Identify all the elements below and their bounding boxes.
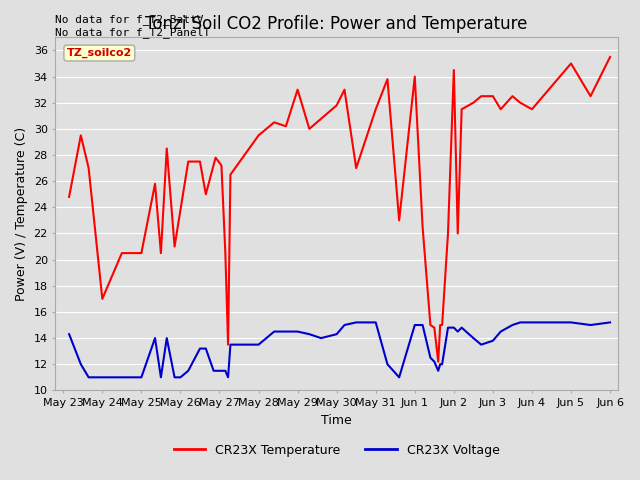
- Legend: CR23X Temperature, CR23X Voltage: CR23X Temperature, CR23X Voltage: [169, 439, 504, 462]
- Text: No data for f_T2_BattV
No data for f_T2_PanelT: No data for f_T2_BattV No data for f_T2_…: [56, 14, 211, 38]
- X-axis label: Time: Time: [321, 414, 352, 427]
- Title: Tonzi Soil CO2 Profile: Power and Temperature: Tonzi Soil CO2 Profile: Power and Temper…: [145, 15, 528, 33]
- Text: TZ_soilco2: TZ_soilco2: [67, 48, 132, 58]
- Y-axis label: Power (V) / Temperature (C): Power (V) / Temperature (C): [15, 127, 28, 301]
